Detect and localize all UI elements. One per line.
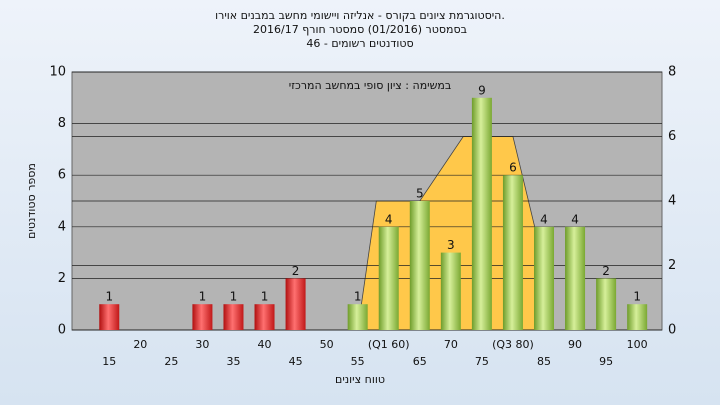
x-tick-label: (Q3 80) [492, 338, 534, 351]
bar [285, 278, 306, 330]
title-line: היסטוגרמת ציונים בקורס - אנליזה ויישומי … [215, 9, 505, 22]
bar [502, 175, 523, 330]
y-tick-label: 8 [58, 116, 66, 131]
y2-tick-label: 4 [668, 194, 676, 209]
y-tick-label: 4 [58, 219, 66, 234]
x-tick-label: 70 [444, 338, 458, 351]
bar [347, 304, 368, 330]
bar [627, 304, 648, 330]
x-tick-label: 95 [599, 355, 613, 368]
value-label: 1 [633, 290, 641, 304]
bar [378, 226, 399, 330]
bar [192, 304, 213, 330]
bar [565, 226, 586, 330]
x-axis-label: טווח ציונים [335, 373, 385, 386]
x-tick-label: (Q1 60) [368, 338, 410, 351]
x-tick-label: 50 [320, 338, 334, 351]
value-label: 3 [447, 238, 455, 252]
value-label: 2 [292, 264, 300, 278]
x-tick-label: 55 [351, 355, 365, 368]
bar [596, 278, 617, 330]
x-tick-label: 90 [568, 338, 582, 351]
y-tick-label: 0 [58, 323, 66, 338]
x-tick-label: 40 [258, 338, 272, 351]
x-tick-label: 15 [102, 355, 116, 368]
y2-tick-label: 8 [668, 65, 676, 80]
value-label: 4 [571, 212, 579, 226]
x-tick-label: 20 [133, 338, 147, 351]
bar [223, 304, 244, 330]
value-label: 1 [199, 290, 207, 304]
y2-tick-label: 2 [668, 258, 676, 273]
y2-tick-label: 0 [668, 323, 676, 338]
bar [534, 226, 554, 330]
x-tick-label: 100 [627, 338, 648, 351]
x-tick-label: 25 [164, 355, 178, 368]
y-tick-label: 10 [49, 65, 66, 80]
y2-tick-label: 6 [668, 129, 676, 144]
bar [409, 201, 430, 330]
title-line: סטודנטים רשומים - 46 [306, 37, 413, 50]
x-tick-label: 75 [475, 355, 489, 368]
bar [99, 304, 120, 330]
x-tick-label: 65 [413, 355, 427, 368]
x-tick-label: 30 [195, 338, 209, 351]
y-axis-label: מספר סטודנטים [25, 163, 38, 239]
x-tick-label: 35 [226, 355, 240, 368]
bar [440, 252, 461, 330]
title-line: בסמסטר (01/2016) סמסטר חורף 2016/17 [253, 23, 467, 36]
value-label: 2 [602, 264, 610, 278]
y-tick-label: 2 [58, 271, 66, 286]
y-tick-label: 6 [58, 168, 66, 183]
value-label: 4 [385, 212, 393, 226]
annotation: במשימה : ציון סופי במחשב המרכזי [289, 79, 452, 92]
value-label: 4 [540, 212, 548, 226]
value-label: 9 [478, 83, 486, 97]
value-label: 1 [354, 290, 362, 304]
bar [471, 97, 492, 330]
value-label: 1 [230, 290, 238, 304]
value-label: 1 [105, 290, 113, 304]
bar [254, 304, 275, 330]
value-label: 5 [416, 187, 424, 201]
x-tick-label: 85 [537, 355, 551, 368]
value-label: 6 [509, 161, 517, 175]
value-label: 1 [261, 290, 269, 304]
x-tick-label: 45 [289, 355, 303, 368]
